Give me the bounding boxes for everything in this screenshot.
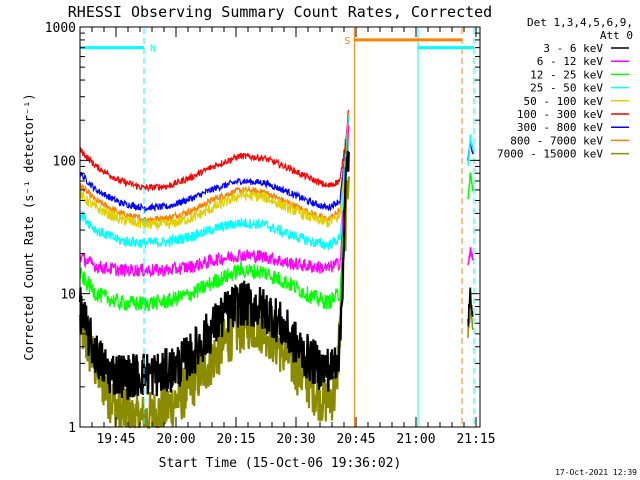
y-axis: 1 10 100 1000 [45,21,480,436]
legend-header: Det 1,3,4,5,6,9, [527,16,633,29]
observing-flag-bars: NS [80,36,474,55]
legend-entry-label: 100 - 300 keV [517,108,603,121]
series-25-50-kev [79,116,474,251]
series-line [79,114,350,230]
flag-label: N [150,44,156,55]
x-tick-label: 21:15 [456,432,495,447]
series-line-segment [467,134,474,166]
y-tick-label: 100 [53,154,76,169]
y-tick-label: 1 [68,421,76,436]
x-tick-label: 21:00 [396,432,435,447]
legend-entry-label: 12 - 25 keV [530,68,603,81]
x-tick-label: 20:30 [276,432,315,447]
x-tick-label: 20:00 [156,432,195,447]
x-tick-label: 20:45 [336,432,375,447]
series-line-segment [467,247,474,266]
plot-frame [79,26,481,428]
legend-entry-label: 6 - 12 keV [537,55,604,68]
series-line [79,116,350,251]
y-tick-label: 1000 [45,21,76,36]
series-100-300-kev [79,109,350,193]
series-line-segment [467,172,474,200]
x-axis: 19:45 20:00 20:15 20:30 20:45 21:00 21:15 [79,27,496,447]
series-line [79,114,350,214]
legend-entry-label: 25 - 50 keV [530,82,603,95]
legend-header: Att 0 [600,29,633,42]
x-tick-label: 19:45 [96,432,135,447]
x-axis-label: Start Time (15-Oct-06 19:36:02) [159,456,402,471]
chart-title: RHESSI Observing Summary Count Rates, Co… [68,3,492,21]
timestamp: 17-Oct-2021 12:39 [555,468,637,477]
legend-entry-label: 300 - 800 keV [517,121,603,134]
series-line [78,150,350,400]
series-layer [78,109,474,430]
series-6-12-kev [79,125,474,278]
legend-entry-label: 800 - 7000 keV [510,134,603,147]
y-tick-label: 10 [60,288,76,303]
series-3-6-kev [78,150,474,400]
series-line [79,125,350,278]
x-tick-label: 20:15 [216,432,255,447]
legend-entry-label: 7000 - 15000 keV [497,148,603,161]
series-line-segment [467,287,474,327]
series-line [79,125,350,312]
series-12-25-kev [79,125,474,312]
series-50-100-kev [79,114,350,230]
legend-entry-label: 50 - 100 keV [524,95,604,108]
series-line [79,109,350,193]
y-axis-label: Corrected Count Rate (s⁻¹ detector⁻¹) [22,93,36,360]
legend-entry-label: 3 - 6 keV [543,42,603,55]
flag-label: S [344,36,350,47]
